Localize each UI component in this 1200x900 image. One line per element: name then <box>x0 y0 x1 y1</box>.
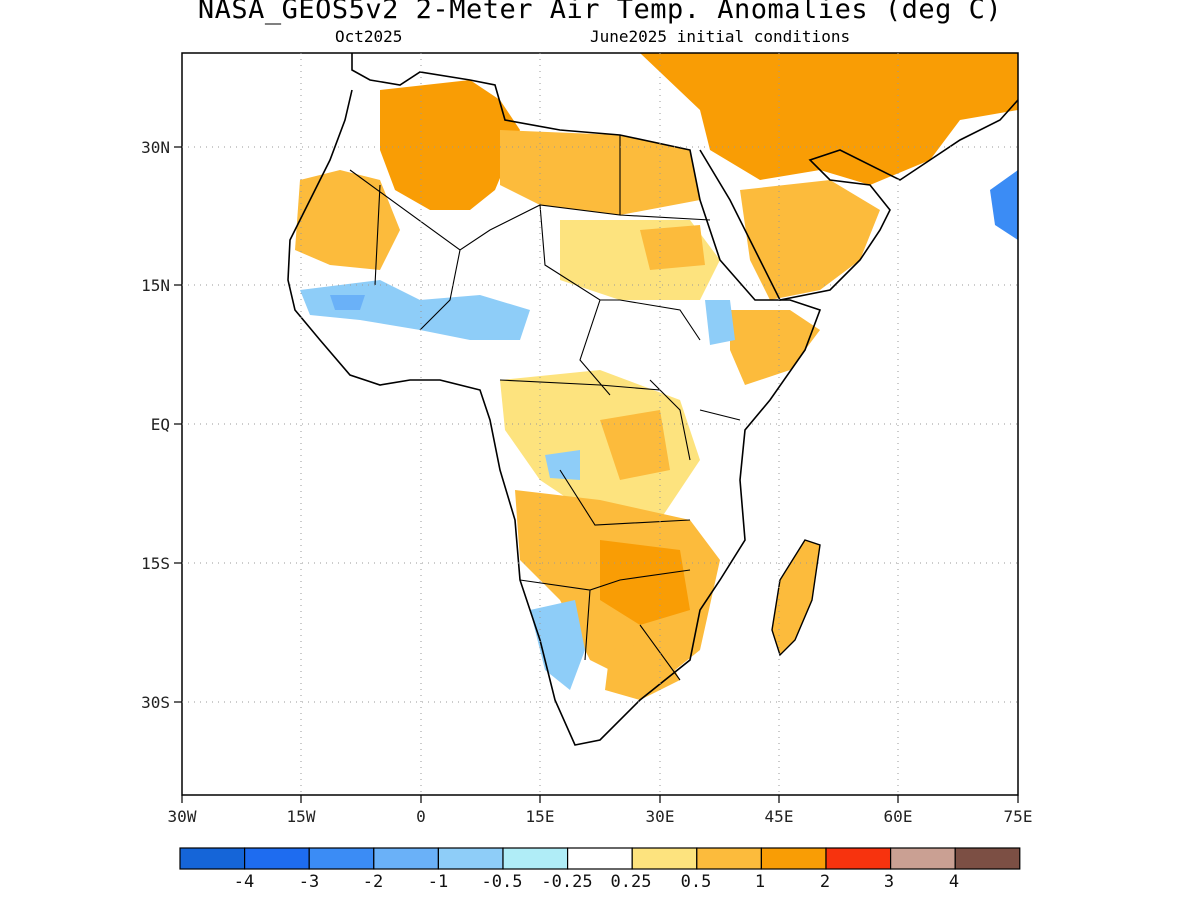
lon-label: 30E <box>646 807 675 826</box>
colorbar-label: 4 <box>949 872 959 892</box>
anomaly-arabian-sea-cool <box>990 170 1018 240</box>
colorbar-swatch <box>696 847 762 870</box>
anomaly-congo-core <box>600 410 670 480</box>
colorbar-swatch <box>502 847 569 870</box>
colorbar-label: 3 <box>884 872 894 892</box>
anomaly-zimbabwe <box>600 540 690 625</box>
forecast-month: Oct2025 <box>335 27 403 46</box>
colorbar-swatch <box>825 847 892 870</box>
land-madagascar <box>772 540 820 655</box>
lat-label: 15N <box>141 276 170 295</box>
colorbar-label: -4 <box>234 872 254 892</box>
lon-label: 75E <box>1004 807 1033 826</box>
lat-label: 30S <box>141 693 170 712</box>
colorbar-labels: -4 -3 -2 -1 -0.5 -0.25 0.25 0.5 1 2 3 4 <box>234 872 959 892</box>
gridlines <box>182 53 1018 795</box>
anomaly-congo <box>500 370 700 520</box>
anomaly-sudan-core <box>640 225 705 270</box>
colorbar-swatch <box>437 847 504 870</box>
colorbar-swatch <box>954 847 1021 870</box>
colorbar-swatch <box>179 847 246 870</box>
lon-label: 0 <box>416 807 426 826</box>
lat-label: 30N <box>141 138 170 157</box>
initial-conditions-label: June2025 initial conditions <box>590 27 851 46</box>
colorbar-label: -0.25 <box>541 872 592 892</box>
anomaly-sahara-strong <box>380 80 520 210</box>
lon-label: 15W <box>287 807 316 826</box>
anomaly-sahara-west <box>295 170 400 270</box>
colorbar-swatch <box>244 847 310 870</box>
anomaly-namibia-cool <box>530 600 585 690</box>
anomaly-field <box>285 53 1018 746</box>
colorbar <box>179 847 1021 870</box>
lat-labels: 30N 15N EQ 15S 30S <box>141 138 170 712</box>
lat-label: EQ <box>151 415 170 434</box>
colorbar-label: -2 <box>363 872 383 892</box>
lon-label: 15E <box>526 807 555 826</box>
lon-label: 60E <box>884 807 913 826</box>
colorbar-swatch <box>760 847 827 870</box>
colorbar-swatch <box>308 847 375 870</box>
colorbar-label: 2 <box>820 872 830 892</box>
colorbar-label: -3 <box>299 872 319 892</box>
map-title: NASA_GEOS5v2 2-Meter Air Temp. Anomalies… <box>197 0 1003 25</box>
arabia-coastline <box>699 99 1018 301</box>
anomaly-egypt-libya <box>500 130 700 215</box>
anomaly-middle-east <box>640 53 1018 185</box>
colorbar-label: 0.5 <box>681 872 712 892</box>
lon-label: 45E <box>765 807 794 826</box>
colorbar-label: -0.5 <box>482 872 523 892</box>
axis-ticks <box>174 146 1019 803</box>
country-borders <box>349 135 741 681</box>
anomaly-sahel-coolest <box>330 295 365 310</box>
lat-label: 15S <box>141 554 170 573</box>
colorbar-label: 0.25 <box>611 872 652 892</box>
anomaly-congo-cool <box>545 450 580 480</box>
colorbar-label: -1 <box>428 872 448 892</box>
colorbar-swatch <box>631 847 698 870</box>
anomaly-ethiopia <box>730 310 820 385</box>
lon-label: 30W <box>168 807 197 826</box>
colorbar-swatch <box>889 847 956 870</box>
colorbar-swatch <box>373 847 439 870</box>
africa-coastline <box>287 53 822 746</box>
colorbar-label: 1 <box>755 872 765 892</box>
anomaly-ethiopia-cool <box>705 300 735 345</box>
lon-labels: 30W 15W 0 15E 30E 45E 60E 75E <box>168 807 1033 826</box>
madagascar-coastline <box>771 539 821 657</box>
colorbar-swatch <box>566 847 633 870</box>
anomaly-arabia <box>740 180 880 300</box>
